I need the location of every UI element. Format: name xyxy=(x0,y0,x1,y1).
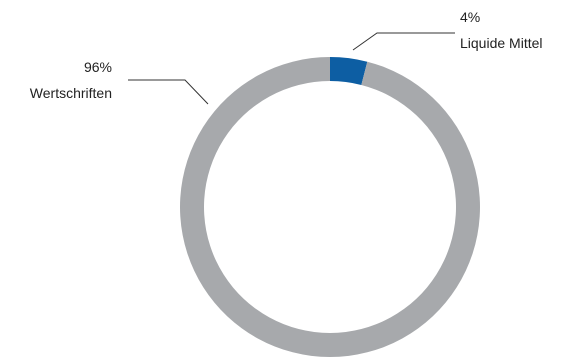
leader-line-liquide-mittel xyxy=(352,32,455,51)
value-label-liquide-mittel: 4% xyxy=(460,9,480,25)
category-label-wertschriften: Wertschriften xyxy=(30,85,112,101)
category-label-liquide-mittel: Liquide Mittel xyxy=(460,35,543,51)
leader-line-wertschriften xyxy=(128,79,209,105)
donut-slices xyxy=(180,57,481,357)
value-label-wertschriften: 96% xyxy=(84,59,112,75)
slice-wertschriften xyxy=(180,57,481,357)
slice-liquide-mittel xyxy=(330,57,368,85)
